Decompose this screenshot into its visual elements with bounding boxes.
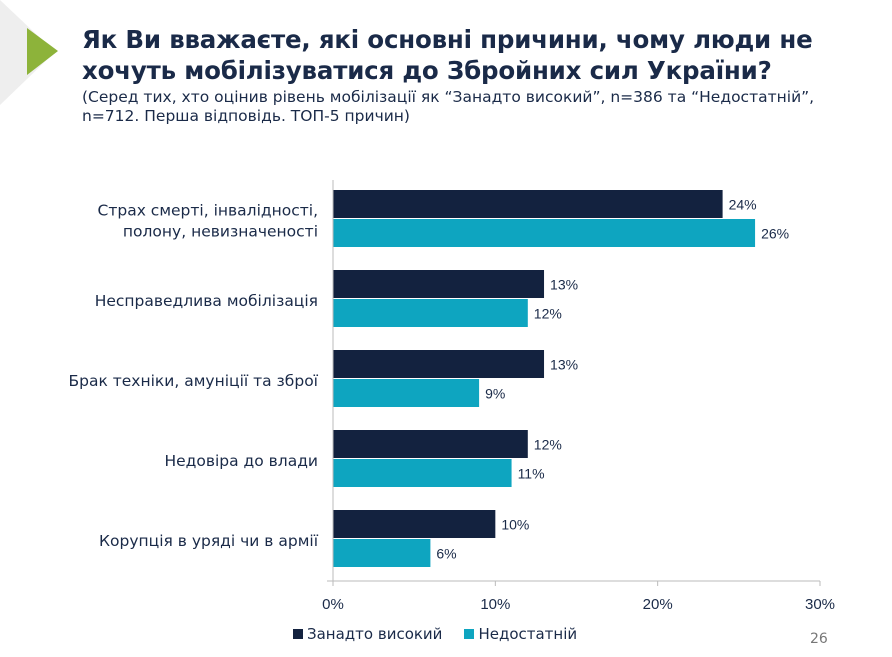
- legend-item-insufficient: Недостатній: [464, 625, 577, 643]
- bar: [333, 190, 723, 218]
- data-label: 10%: [501, 517, 529, 533]
- legend-swatch: [464, 629, 475, 639]
- bar: [333, 510, 496, 538]
- category-label: Несправедлива мобілізація: [95, 292, 318, 310]
- category-label: Недовіра до влади: [164, 452, 318, 470]
- x-tick-label: 0%: [322, 596, 344, 613]
- x-tick-label: 30%: [805, 596, 835, 613]
- bar: [333, 270, 545, 298]
- data-label: 13%: [550, 277, 578, 293]
- legend-label: Занадто високий: [307, 625, 443, 643]
- bar: [333, 299, 528, 327]
- data-label: 12%: [534, 437, 562, 453]
- category-label: Страх смерті, інвалідності,: [98, 202, 318, 220]
- bar: [333, 459, 512, 487]
- data-label: 12%: [534, 306, 562, 322]
- x-tick-label: 20%: [643, 596, 673, 613]
- data-label: 6%: [436, 546, 456, 562]
- bar: [333, 219, 756, 247]
- bar: [333, 539, 431, 567]
- data-label: 24%: [729, 197, 757, 213]
- data-label: 11%: [518, 466, 545, 482]
- legend: Занадто високий Недостатній: [293, 625, 577, 643]
- data-label: 13%: [550, 357, 578, 373]
- legend-label: Недостатній: [478, 625, 578, 643]
- bar: [333, 350, 545, 378]
- page-title: Як Ви вважаєте, які основні причини, чом…: [82, 25, 813, 85]
- page-subtitle: (Серед тих, хто оцінив рівень мобілізаці…: [82, 88, 815, 125]
- x-tick-label: 10%: [480, 596, 510, 613]
- category-label: Корупція в уряді чи в армії: [99, 532, 319, 550]
- category-label: полону, невизначеності: [123, 223, 318, 241]
- bar: [333, 379, 480, 407]
- data-label: 9%: [485, 386, 505, 402]
- legend-swatch: [293, 629, 303, 639]
- data-label: 26%: [761, 226, 789, 242]
- page-number: 26: [810, 631, 828, 647]
- category-label: Брак техніки, амуніції та зброї: [68, 372, 318, 390]
- legend-item-too-high: Занадто високий: [293, 625, 442, 643]
- green-triangle-icon: [27, 28, 58, 75]
- bar: [333, 430, 528, 458]
